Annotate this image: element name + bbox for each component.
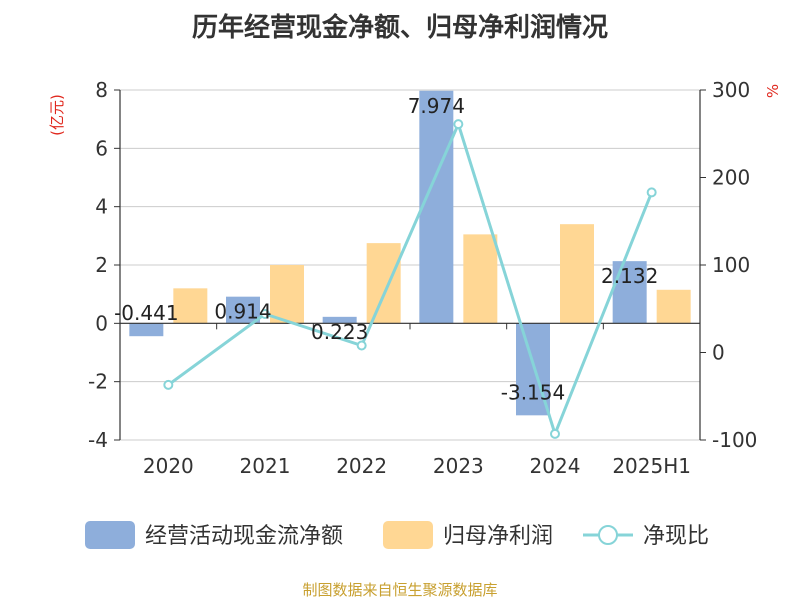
category-label: 2023 bbox=[433, 454, 484, 478]
cashflow-data-label: -0.441 bbox=[114, 301, 178, 325]
source-note: 制图数据来自恒生聚源数据库 bbox=[302, 581, 497, 599]
net-profit-bar bbox=[270, 265, 304, 324]
legend-swatch-cashflow bbox=[85, 521, 135, 549]
chart-title: 历年经营现金净额、归母净利润情况 bbox=[192, 12, 608, 43]
cashflow-bar bbox=[129, 323, 164, 337]
category-label: 2020 bbox=[143, 454, 194, 478]
left-axis-unit: (亿元) bbox=[48, 94, 66, 136]
cashflow-data-label: -3.154 bbox=[501, 380, 565, 404]
cashflow-data-label: 2.132 bbox=[601, 264, 658, 288]
legend-swatch-net-profit bbox=[383, 521, 433, 549]
legend-label-cashflow: 经营活动现金流净额 bbox=[145, 524, 343, 549]
right-axis-tick-label: 300 bbox=[712, 78, 750, 102]
cash-ratio-point bbox=[260, 309, 270, 319]
cash-ratio-point bbox=[163, 379, 174, 390]
tick-labels-layer: 8 6 4 2 0 -2 -4 300 200 100 0 -100 2020 2021 2022 2023 2… bbox=[88, 78, 757, 478]
net-profit-bar bbox=[656, 289, 691, 324]
left-axis-tick-label: 8 bbox=[95, 78, 108, 102]
cashflow-bar bbox=[322, 316, 357, 324]
category-label: 2022 bbox=[336, 454, 387, 478]
cashflow-bar bbox=[419, 90, 454, 324]
right-axis-tick-label: -100 bbox=[712, 428, 757, 452]
legend-label-net-profit: 归母净利润 bbox=[443, 524, 553, 549]
cash-ratio-point bbox=[356, 340, 367, 351]
right-axis-tick-label: 200 bbox=[712, 166, 750, 190]
cash-ratio-line bbox=[167, 119, 654, 439]
category-label: 2025H1 bbox=[612, 454, 691, 478]
left-axis-tick-label: 4 bbox=[95, 195, 108, 219]
left-axis-tick-label: -4 bbox=[88, 428, 108, 452]
cashflow-bar bbox=[226, 296, 260, 324]
category-label: 2021 bbox=[240, 454, 291, 478]
left-axis-tick-label: 2 bbox=[95, 253, 108, 277]
left-axis-tick-label: 0 bbox=[95, 311, 108, 335]
right-axis-tick-label: 0 bbox=[712, 341, 725, 365]
legend: 经营活动现金流净额 归母净利润 净现比 bbox=[85, 521, 709, 549]
right-axis-unit: % bbox=[764, 84, 782, 98]
cash-ratio-point bbox=[550, 428, 560, 439]
legend-label-ratio: 净现比 bbox=[643, 524, 709, 549]
cashflow-data-label: 7.974 bbox=[408, 94, 465, 118]
right-axis-tick-label: 100 bbox=[712, 253, 750, 277]
data-labels-layer: -0.441 0.914 0.223 7.974 -3.154 2.132 bbox=[114, 94, 658, 405]
net-profit-bar bbox=[366, 243, 401, 324]
bars-layer bbox=[129, 90, 691, 416]
category-label: 2024 bbox=[530, 454, 581, 478]
left-axis-tick-label: -2 bbox=[88, 370, 108, 394]
net-profit-bar bbox=[463, 234, 498, 324]
net-profit-bar bbox=[173, 288, 208, 324]
ratio-line-layer bbox=[163, 119, 657, 439]
cashflow-data-label: 0.914 bbox=[214, 300, 271, 324]
cashflow-data-label: 0.223 bbox=[311, 320, 368, 344]
left-axis-tick-label: 6 bbox=[95, 136, 108, 160]
cashflow-bar bbox=[612, 261, 647, 324]
axes-layer bbox=[114, 89, 706, 441]
net-profit-bar bbox=[560, 224, 594, 324]
legend-swatch-ratio-marker bbox=[598, 525, 618, 545]
cash-ratio-point bbox=[646, 187, 657, 198]
cash-ratio-point bbox=[453, 119, 464, 130]
